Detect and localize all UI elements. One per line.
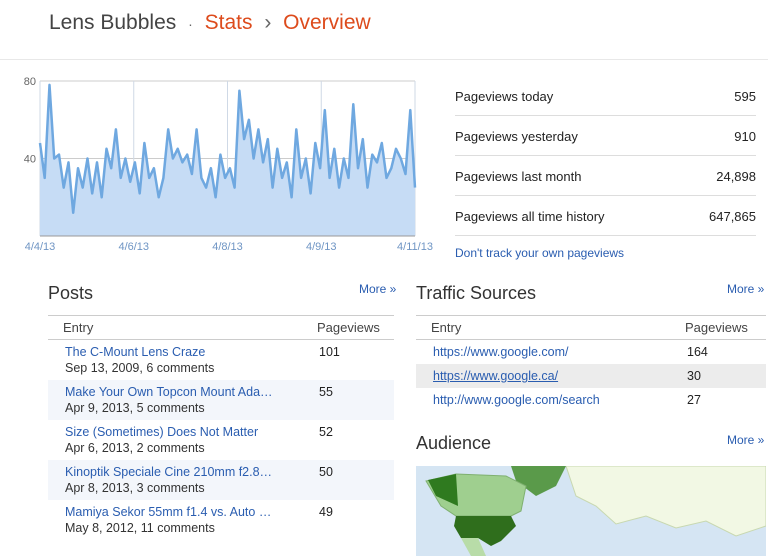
y-tick-label: 40: [24, 154, 36, 166]
blog-name[interactable]: Lens Bubbles: [49, 11, 177, 34]
entry-meta: Apr 8, 2013, 3 comments: [65, 481, 205, 495]
more-link[interactable]: More »: [727, 282, 765, 296]
eurasia: [565, 466, 766, 537]
link[interactable]: Don't track your own pageviews: [455, 246, 625, 260]
header-border: [0, 59, 768, 60]
entry-link[interactable]: Mamiya Sekor 55mm f1.4 vs. Auto …: [65, 505, 272, 519]
entry-meta: Apr 6, 2013, 2 comments: [65, 441, 205, 455]
stat-label: Pageviews today: [455, 89, 554, 104]
greenland: [511, 466, 566, 496]
world-map: [416, 466, 766, 556]
stat-value: 24,898: [716, 169, 756, 184]
pageview-count: 55: [319, 385, 333, 399]
stat-label: Pageviews all time history: [455, 209, 605, 224]
breadcrumb[interactable]: Stats: [204, 11, 253, 34]
row-highlight: [48, 460, 394, 500]
x-tick-label: 4/8/13: [212, 241, 243, 253]
section-title: Posts: [48, 283, 94, 303]
entry-link[interactable]: https://www.google.com/: [433, 345, 569, 359]
table-border: [416, 339, 766, 340]
pageview-count: 101: [319, 345, 340, 359]
row-highlight: [48, 380, 394, 420]
pageview-count: 52: [319, 425, 333, 439]
column-header: Entry: [63, 320, 94, 335]
area: [40, 84, 415, 237]
line: [38, 83, 417, 215]
pageview-count: 30: [687, 369, 701, 383]
alaska: [428, 474, 458, 506]
usa: [454, 516, 516, 546]
column-header: Pageviews: [317, 320, 380, 335]
header: Lens Bubbles · Stats › Overview: [49, 11, 371, 35]
stat-value: 910: [734, 129, 756, 144]
separator: ·: [188, 16, 193, 32]
y-tick-label: 80: [24, 76, 36, 88]
section-title: Traffic Sources: [416, 283, 537, 303]
table-border: [48, 339, 394, 340]
entry-link[interactable]: http://www.google.com/search: [433, 393, 600, 407]
pageview-count: 164: [687, 345, 708, 359]
more-link[interactable]: More »: [359, 282, 397, 296]
row-separator: [455, 195, 756, 196]
entry-link[interactable]: The C-Mount Lens Craze: [65, 345, 206, 359]
x-tick-label: 4/9/13: [306, 241, 337, 253]
entry-link[interactable]: Kinoptik Speciale Cine 210mm f2.8…: [65, 465, 273, 479]
entry-link[interactable]: Make Your Own Topcon Mount Ada…: [65, 385, 273, 399]
pageview-count: 27: [687, 393, 701, 407]
section-title: Audience: [416, 433, 492, 453]
breadcrumb[interactable]: Overview: [283, 11, 371, 34]
separator: ›: [264, 11, 272, 34]
entry-meta: May 8, 2012, 11 comments: [65, 521, 215, 535]
entry-link[interactable]: https://www.google.ca/: [433, 369, 559, 383]
row-separator: [455, 115, 756, 116]
stat-value: 595: [734, 89, 756, 104]
entry-meta: Sep 13, 2009, 6 comments: [65, 361, 215, 375]
pageviews-chart: 40 80 4/4/13 4/6/13 4/8/13 4/9/13 4/11/13: [24, 76, 433, 253]
x-tick-label: 4/11/13: [397, 241, 433, 253]
table-border: [48, 315, 394, 316]
stat-label: Pageviews last month: [455, 169, 582, 184]
row-separator: [455, 235, 756, 236]
table-border: [416, 315, 766, 316]
column-header: Pageviews: [685, 320, 748, 335]
mexico: [461, 538, 486, 556]
x-tick-label: 4/6/13: [118, 241, 149, 253]
stat-value: 647,865: [709, 209, 756, 224]
row-separator: [455, 155, 756, 156]
column-header: Entry: [431, 320, 462, 335]
pageview-count: 50: [319, 465, 333, 479]
entry-link[interactable]: Size (Sometimes) Does Not Matter: [65, 425, 259, 439]
stat-label: Pageviews yesterday: [455, 129, 578, 144]
row-highlight: [416, 364, 766, 388]
pageview-count: 49: [319, 505, 333, 519]
entry-meta: Apr 9, 2013, 5 comments: [65, 401, 205, 415]
more-link[interactable]: More »: [727, 433, 765, 447]
x-tick-label: 4/4/13: [25, 241, 56, 253]
